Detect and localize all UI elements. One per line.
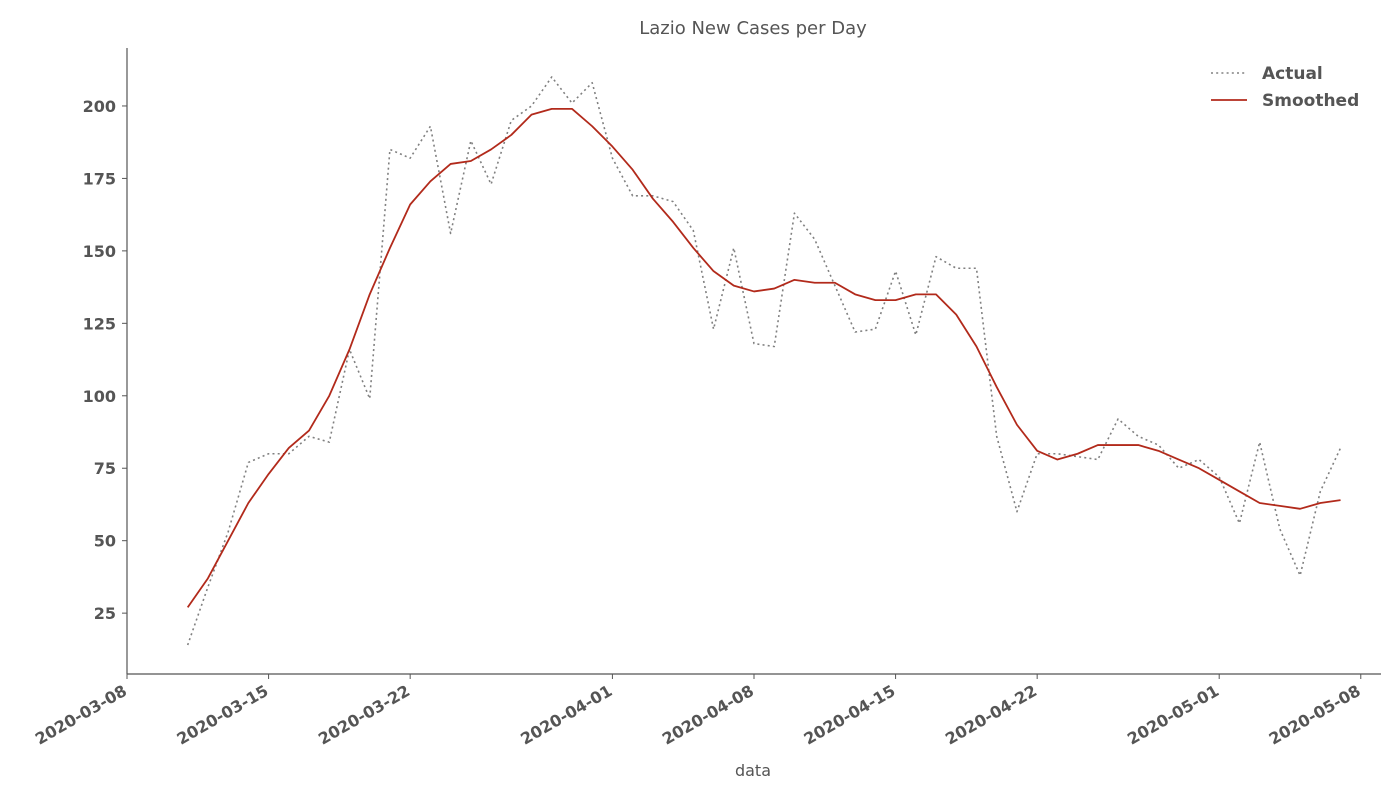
axes: 25 50 75 100 125 150 175 200 2020-03-08 2020-03-1… [32, 48, 1381, 749]
y-tick-label: 175 [83, 169, 116, 188]
chart-title: Lazio New Cases per Day [639, 18, 867, 39]
x-tick-label: 2020-04-15 [800, 681, 898, 749]
x-axis-label: data [735, 761, 771, 780]
legend: Actual Smoothed [1211, 64, 1359, 111]
x-tick-label: 2020-04-22 [942, 681, 1040, 749]
series-lines [186, 76, 1342, 646]
x-tick-label: 2020-04-01 [517, 681, 615, 749]
x-tick-label: 2020-05-01 [1124, 681, 1222, 749]
y-tick-label: 25 [94, 604, 116, 623]
legend-label-smoothed: Smoothed [1262, 91, 1359, 111]
x-tick-label: 2020-04-08 [659, 681, 757, 749]
x-tick-label: 2020-03-22 [315, 681, 413, 749]
y-tick-label: 150 [83, 242, 116, 261]
x-tick-label: 2020-03-08 [32, 681, 130, 749]
y-tick-label: 100 [83, 387, 116, 406]
x-tick-label: 2020-05-08 [1266, 681, 1364, 749]
y-tick-label: 50 [94, 532, 116, 551]
x-tick-label: 2020-03-15 [173, 681, 271, 749]
y-tick-label: 75 [94, 459, 116, 478]
y-tick-label: 125 [83, 314, 116, 333]
series-line-smoothed [186, 107, 1341, 608]
legend-label-actual: Actual [1262, 64, 1323, 84]
series-line-actual [186, 76, 1342, 646]
y-tick-label: 200 [83, 97, 116, 116]
